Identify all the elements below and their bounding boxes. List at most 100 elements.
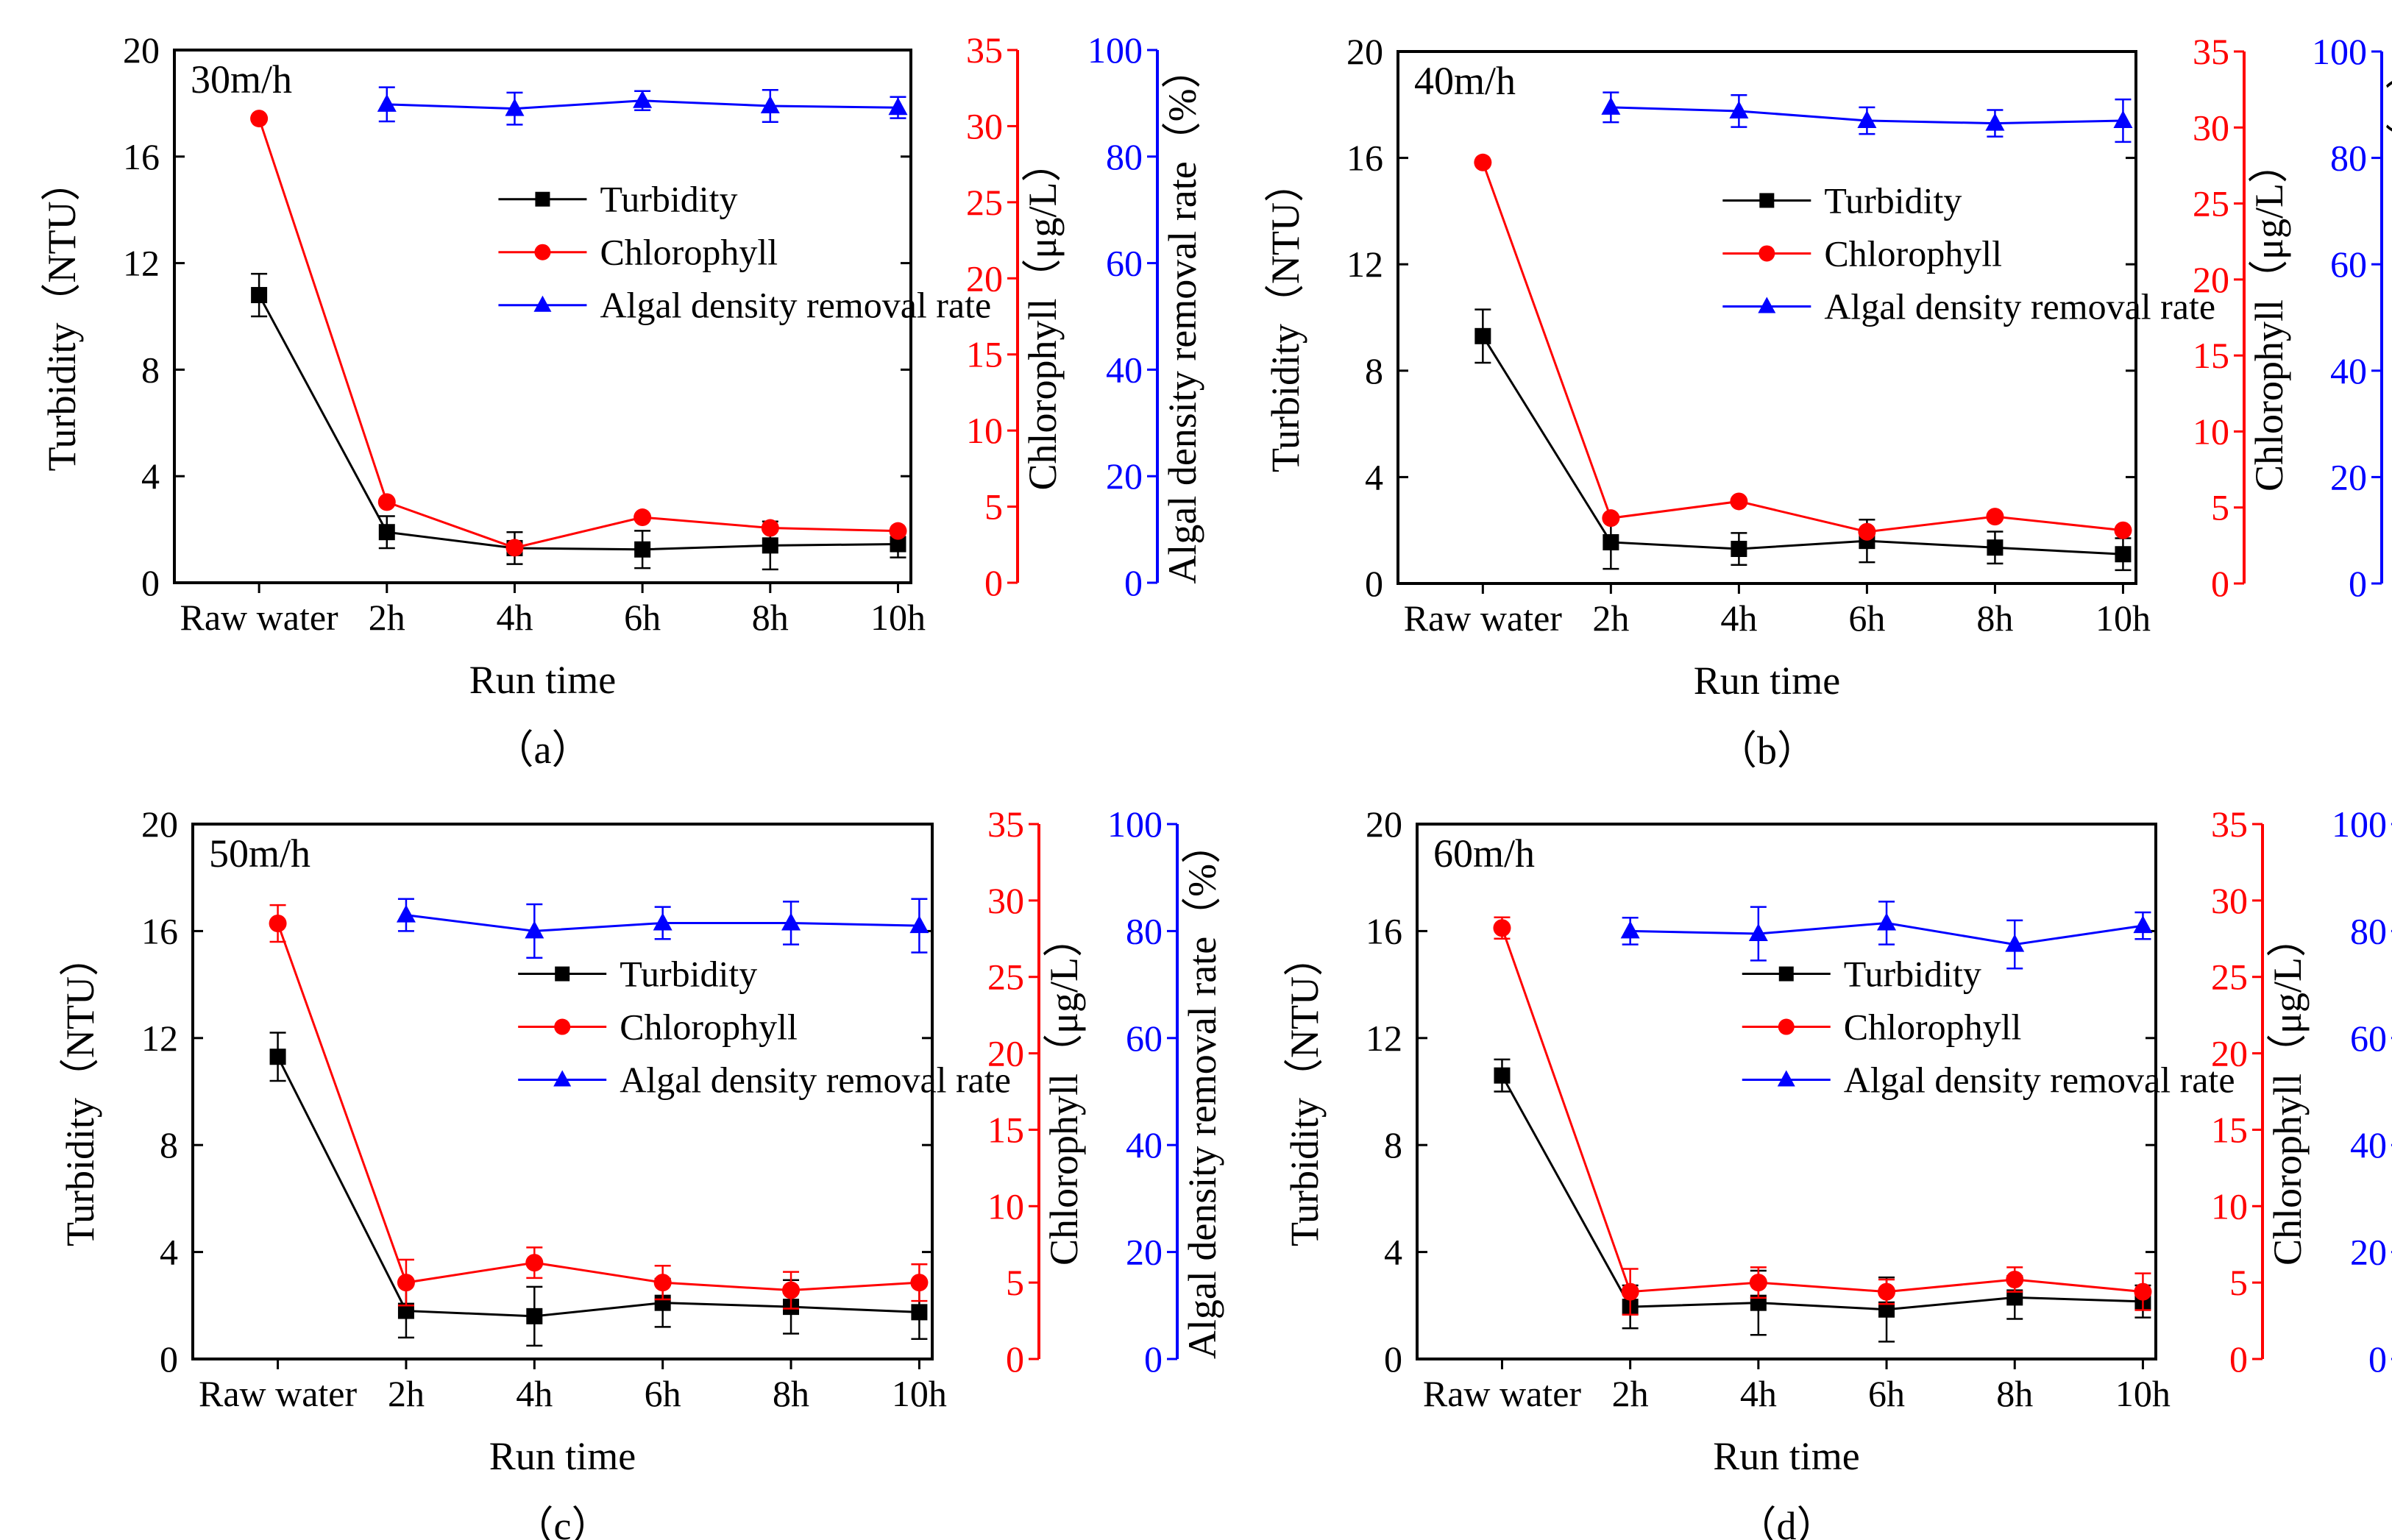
y2-tick-label: 30 bbox=[987, 880, 1024, 921]
legend-marker bbox=[1758, 245, 1775, 262]
y2-axis-label: Chlorophyll（μg/L） bbox=[2265, 918, 2310, 1266]
x-tick-label: 6h bbox=[1848, 597, 1885, 639]
panel-caption: （a） bbox=[494, 728, 592, 772]
legend-label: Chlorophyll bbox=[1844, 1007, 2022, 1048]
y-tick-label: 16 bbox=[1366, 910, 1402, 951]
y-tick-label: 12 bbox=[123, 243, 160, 284]
y-tick-label: 4 bbox=[1365, 456, 1383, 497]
x-tick-label: 4h bbox=[496, 597, 533, 638]
y3-axis-label: Algal density removal rate（%） bbox=[1160, 49, 1204, 583]
y-tick-label: 16 bbox=[141, 910, 178, 951]
data-point-triangle bbox=[1857, 110, 1877, 128]
data-point-circle bbox=[377, 493, 396, 511]
x-tick-label: 6h bbox=[645, 1373, 681, 1414]
y-tick-label: 16 bbox=[1346, 138, 1383, 179]
x-axis-label: Run time bbox=[489, 1434, 636, 1478]
y3-axis-label: Algal density removal rate（%） bbox=[2385, 50, 2392, 585]
y2-tick-label: 5 bbox=[2229, 1262, 2248, 1303]
series-line-square bbox=[258, 294, 898, 551]
y3-tick-label: 0 bbox=[1144, 1338, 1163, 1380]
y2-tick-label: 0 bbox=[2229, 1338, 2248, 1380]
y3-tick-label: 100 bbox=[1087, 29, 1143, 71]
y2-tick-label: 0 bbox=[2211, 563, 2229, 604]
panel-caption: （d） bbox=[1737, 1504, 1836, 1540]
y2-axis-label: Chlorophyll（μg/L） bbox=[1021, 143, 1065, 491]
data-point-circle bbox=[269, 915, 287, 933]
y2-tick-label: 25 bbox=[2211, 957, 2248, 998]
data-point-triangle bbox=[888, 97, 908, 116]
legend-marker bbox=[553, 1070, 572, 1087]
series-line-circle bbox=[1481, 162, 2123, 533]
data-point-triangle bbox=[396, 904, 416, 923]
x-tick-label: Raw water bbox=[1423, 1373, 1582, 1414]
panel-title: 40m/h bbox=[1414, 59, 1516, 103]
y3-tick-label: 80 bbox=[2330, 138, 2367, 179]
data-point-square bbox=[526, 1307, 543, 1324]
y2-axis-label: Chlorophyll（μg/L） bbox=[2247, 143, 2291, 492]
data-point-circle bbox=[2114, 521, 2132, 539]
y2-tick-label: 0 bbox=[984, 562, 1003, 603]
y2-tick-label: 10 bbox=[966, 410, 1003, 451]
data-point-circle bbox=[525, 1254, 544, 1272]
y-tick-label: 12 bbox=[141, 1018, 178, 1059]
data-point-square bbox=[1987, 539, 2004, 556]
y-axis-label: Turbidity（NTU） bbox=[40, 161, 84, 471]
data-point-triangle bbox=[525, 920, 544, 939]
data-point-circle bbox=[397, 1274, 415, 1292]
y-tick-label: 0 bbox=[160, 1338, 178, 1380]
panel-b: Raw water 2h 4h 6h 8h 10h Run time 0 4 8 12 16 20 Tur… bbox=[1263, 31, 2392, 773]
data-point-circle bbox=[1878, 1282, 1896, 1301]
y2-tick-label: 20 bbox=[987, 1033, 1024, 1074]
data-point-triangle bbox=[909, 915, 929, 934]
series-line-circle bbox=[277, 923, 920, 1292]
x-tick-label: 8h bbox=[1976, 597, 2013, 639]
series-line-square bbox=[1501, 1074, 2143, 1311]
y-tick-label: 0 bbox=[1384, 1338, 1402, 1380]
y-tick-label: 12 bbox=[1346, 244, 1383, 285]
data-point-triangle bbox=[377, 93, 397, 112]
y3-tick-label: 40 bbox=[1106, 349, 1143, 390]
y2-tick-label: 15 bbox=[966, 334, 1003, 375]
y2-tick-label: 5 bbox=[984, 486, 1003, 528]
plot-frame bbox=[1416, 823, 2157, 1360]
data-point-square bbox=[1474, 327, 1491, 344]
data-point-triangle bbox=[653, 912, 672, 931]
y2-tick-label: 30 bbox=[966, 105, 1003, 146]
y3-tick-label: 0 bbox=[2368, 1338, 2387, 1380]
data-point-triangle bbox=[2113, 110, 2133, 128]
legend-label: Turbidity bbox=[1824, 180, 1962, 221]
y2-tick-label: 20 bbox=[2211, 1033, 2248, 1074]
y-tick-label: 4 bbox=[141, 455, 160, 497]
data-point-square bbox=[890, 536, 906, 553]
data-point-circle bbox=[1493, 919, 1511, 937]
y-tick-label: 20 bbox=[1366, 803, 1402, 845]
data-point-circle bbox=[910, 1274, 929, 1292]
x-tick-label: 8h bbox=[773, 1373, 809, 1414]
y2-tick-label: 25 bbox=[2193, 183, 2229, 224]
x-tick-label: Raw water bbox=[1404, 597, 1563, 639]
y2-tick-label: 35 bbox=[2211, 803, 2248, 845]
legend-marker bbox=[1778, 966, 1794, 982]
y2-tick-label: 20 bbox=[966, 258, 1003, 299]
y3-tick-label: 80 bbox=[1106, 136, 1143, 177]
y2-tick-label: 30 bbox=[2193, 107, 2229, 148]
data-point-circle bbox=[2006, 1270, 2024, 1288]
y2-tick-label: 5 bbox=[2211, 487, 2229, 528]
data-point-circle bbox=[1986, 508, 2004, 526]
plot-frame bbox=[191, 823, 934, 1360]
data-point-triangle bbox=[633, 90, 653, 108]
panel-title: 60m/h bbox=[1433, 831, 1535, 876]
data-point-square bbox=[378, 524, 395, 541]
legend-label: Chlorophyll bbox=[1824, 233, 2002, 274]
y3-tick-label: 60 bbox=[1106, 243, 1143, 284]
data-point-circle bbox=[505, 539, 524, 557]
data-point-circle bbox=[782, 1281, 801, 1299]
y3-tick-label: 20 bbox=[2330, 456, 2367, 497]
data-point-square bbox=[269, 1048, 286, 1065]
y3-tick-label: 100 bbox=[2312, 31, 2367, 72]
data-point-circle bbox=[1730, 492, 1748, 511]
y-tick-label: 8 bbox=[1365, 350, 1383, 391]
y2-tick-label: 35 bbox=[987, 803, 1024, 845]
data-point-triangle bbox=[1729, 100, 1749, 118]
y2-tick-label: 0 bbox=[1006, 1338, 1024, 1380]
